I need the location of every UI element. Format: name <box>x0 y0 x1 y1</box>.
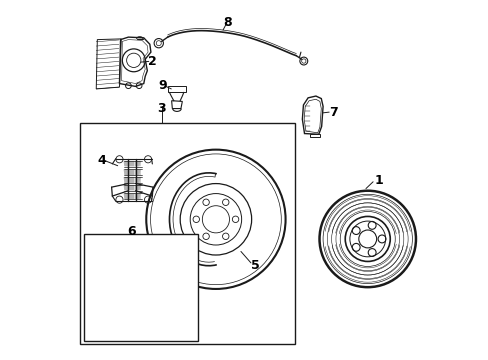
Text: 3: 3 <box>157 102 165 115</box>
Bar <box>80 123 294 344</box>
Polygon shape <box>123 185 141 191</box>
Text: 7: 7 <box>328 105 337 119</box>
Text: 4: 4 <box>97 154 106 167</box>
Bar <box>83 234 198 341</box>
Text: 9: 9 <box>158 79 166 92</box>
Polygon shape <box>123 193 141 199</box>
Text: 1: 1 <box>373 174 382 186</box>
Text: 5: 5 <box>250 259 259 272</box>
Text: 8: 8 <box>223 15 231 28</box>
Polygon shape <box>123 169 141 175</box>
Text: 2: 2 <box>148 55 156 68</box>
Polygon shape <box>123 177 141 183</box>
Polygon shape <box>123 161 141 167</box>
Text: 6: 6 <box>127 225 136 238</box>
